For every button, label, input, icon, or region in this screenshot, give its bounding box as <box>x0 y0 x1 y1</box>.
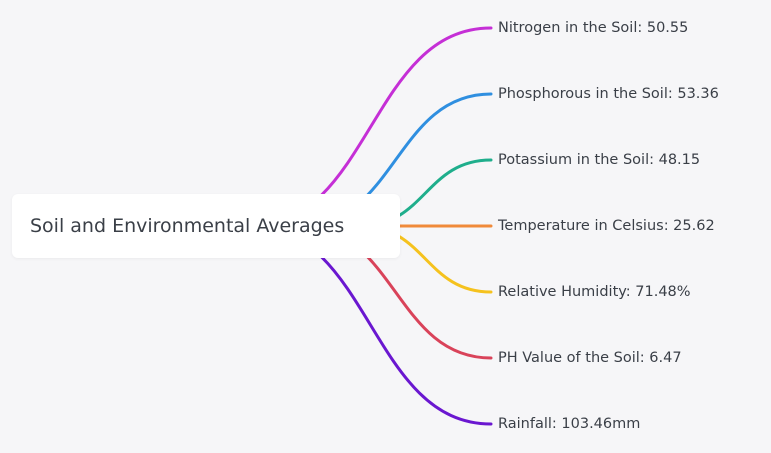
branch-node-phosphorous[interactable]: Phosphorous in the Soil: 53.36 <box>498 86 719 102</box>
branch-node-humidity[interactable]: Relative Humidity: 71.48% <box>498 284 691 300</box>
branch-node-rainfall[interactable]: Rainfall: 103.46mm <box>498 416 641 432</box>
branch-node-ph[interactable]: PH Value of the Soil: 6.47 <box>498 350 682 366</box>
root-node-label: Soil and Environmental Averages <box>30 215 345 237</box>
branch-node-nitrogen[interactable]: Nitrogen in the Soil: 50.55 <box>498 20 689 36</box>
root-node[interactable]: Soil and Environmental Averages <box>12 194 400 258</box>
branch-node-potassium[interactable]: Potassium in the Soil: 48.15 <box>498 152 701 168</box>
branch-node-temperature[interactable]: Temperature in Celsius: 25.62 <box>498 218 715 234</box>
